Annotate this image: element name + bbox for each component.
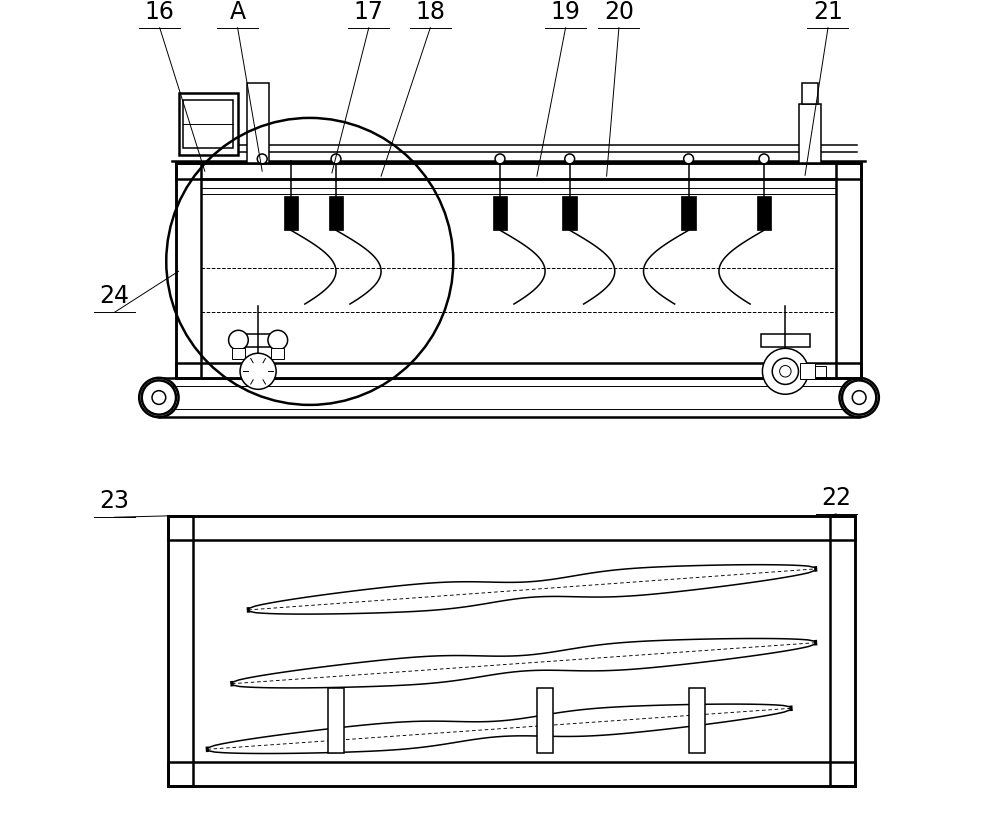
Bar: [800, 364, 815, 380]
Circle shape: [762, 349, 808, 395]
Bar: [176, 364, 861, 378]
Bar: [493, 197, 507, 231]
Circle shape: [780, 366, 791, 378]
Bar: [830, 516, 855, 786]
Bar: [234, 334, 283, 347]
Bar: [271, 348, 284, 360]
Circle shape: [684, 155, 694, 165]
Bar: [168, 516, 193, 786]
Bar: [836, 164, 861, 378]
Polygon shape: [232, 639, 816, 688]
Bar: [176, 164, 861, 180]
Bar: [176, 164, 201, 378]
Circle shape: [842, 381, 876, 415]
Circle shape: [240, 354, 276, 390]
Text: 22: 22: [821, 486, 851, 509]
Bar: [689, 688, 705, 753]
Text: 17: 17: [354, 0, 384, 24]
Text: 24: 24: [100, 284, 130, 308]
Text: 23: 23: [100, 489, 130, 513]
Circle shape: [495, 155, 505, 165]
Circle shape: [139, 378, 179, 418]
Bar: [159, 378, 859, 418]
Bar: [168, 516, 193, 786]
Bar: [168, 762, 855, 786]
Bar: [247, 84, 269, 164]
Bar: [757, 197, 771, 231]
Circle shape: [565, 155, 575, 165]
Circle shape: [229, 331, 248, 351]
Circle shape: [839, 378, 879, 418]
Bar: [176, 164, 201, 378]
Text: 18: 18: [415, 0, 445, 24]
Bar: [232, 348, 245, 360]
Bar: [329, 197, 343, 231]
Bar: [830, 516, 855, 786]
Bar: [176, 364, 861, 378]
Bar: [168, 516, 855, 541]
Text: 16: 16: [145, 0, 175, 24]
Circle shape: [152, 391, 166, 405]
Bar: [168, 516, 855, 786]
Text: 20: 20: [604, 0, 634, 24]
Bar: [836, 164, 861, 378]
Polygon shape: [248, 565, 816, 614]
Text: A: A: [230, 0, 246, 24]
Bar: [284, 197, 298, 231]
Text: 21: 21: [813, 0, 843, 24]
Polygon shape: [207, 704, 791, 753]
Circle shape: [142, 381, 176, 415]
Bar: [537, 688, 553, 753]
Bar: [183, 101, 233, 149]
Bar: [179, 94, 238, 156]
Bar: [168, 516, 855, 541]
Bar: [799, 105, 821, 164]
Bar: [761, 334, 810, 347]
Circle shape: [772, 359, 798, 385]
Circle shape: [268, 331, 288, 351]
Circle shape: [257, 155, 267, 165]
Bar: [159, 378, 859, 418]
Bar: [562, 197, 577, 231]
Circle shape: [852, 391, 866, 405]
Circle shape: [759, 155, 769, 165]
Bar: [328, 688, 344, 753]
Text: 19: 19: [551, 0, 581, 24]
Bar: [176, 164, 861, 378]
Bar: [176, 164, 861, 180]
Bar: [802, 84, 818, 105]
Bar: [681, 197, 696, 231]
Bar: [168, 762, 855, 786]
Bar: [815, 366, 826, 378]
Circle shape: [331, 155, 341, 165]
